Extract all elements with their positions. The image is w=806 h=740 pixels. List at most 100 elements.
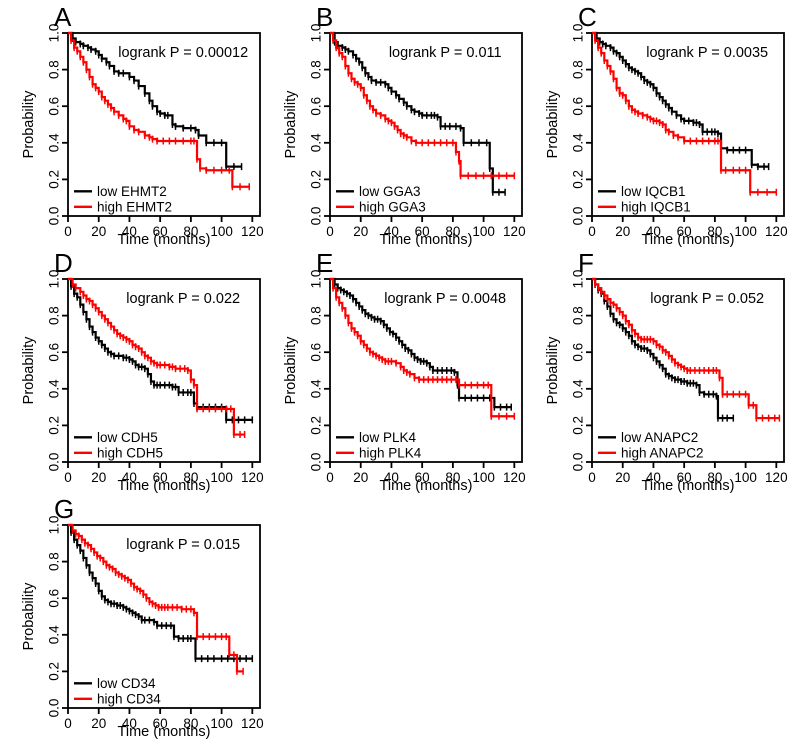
y-axis-title: Probability bbox=[21, 90, 37, 158]
x-tick-label: 80 bbox=[445, 224, 460, 239]
survival-panel: F 0.0 0.2 0.4 0.6 0.8 1.0 0 20 40 60 80 100 120 Probab… bbox=[540, 247, 802, 493]
censor-ticks bbox=[332, 36, 516, 180]
x-tick-label: 40 bbox=[384, 470, 399, 485]
x-tick-label: 0 bbox=[64, 470, 72, 485]
plot-box bbox=[329, 278, 523, 463]
x-tick-label: 80 bbox=[445, 470, 460, 485]
y-tick-label: 0.2 bbox=[309, 170, 324, 189]
y-axis-title: Probability bbox=[545, 90, 561, 158]
y-tick-label: 1.0 bbox=[571, 270, 586, 289]
logrank-p-annotation: logrank P = 0.015 bbox=[126, 537, 240, 553]
x-tick-label: 20 bbox=[91, 470, 106, 485]
y-tick-label: 0.6 bbox=[47, 343, 62, 362]
x-tick-label: 20 bbox=[91, 224, 106, 239]
logrank-p-annotation: logrank P = 0.0048 bbox=[384, 291, 506, 307]
y-axis-title: Probability bbox=[21, 336, 37, 404]
x-tick-label: 120 bbox=[765, 224, 788, 239]
plot-box bbox=[591, 32, 785, 217]
y-tick-label: 0.8 bbox=[47, 60, 62, 79]
legend-label: high PLK4 bbox=[359, 445, 422, 460]
x-tick-label: 60 bbox=[415, 470, 430, 485]
x-tick-label: 120 bbox=[241, 470, 264, 485]
x-axis-title: Time (months) bbox=[118, 232, 211, 247]
censor-ticks bbox=[595, 34, 770, 171]
y-axis-title: Probability bbox=[545, 336, 561, 404]
survival-panel: D 0.0 0.2 0.4 0.6 0.8 1.0 0 20 40 60 80 100 120 Probab… bbox=[16, 247, 278, 493]
legend-label: low EHMT2 bbox=[97, 184, 167, 199]
y-tick-label: 0.0 bbox=[571, 207, 586, 226]
x-tick-label: 40 bbox=[122, 716, 137, 731]
y-tick-label: 0.4 bbox=[571, 379, 586, 398]
y-tick-label: 0.2 bbox=[571, 416, 586, 435]
censor-ticks bbox=[333, 38, 506, 196]
survival-panel: G 0.0 0.2 0.4 0.6 0.8 1.0 0 20 40 60 80 100 120 Probab… bbox=[16, 493, 278, 739]
x-tick-label: 120 bbox=[241, 716, 264, 731]
y-tick-label: 0.6 bbox=[309, 343, 324, 362]
survival-panel: E 0.0 0.2 0.4 0.6 0.8 1.0 0 20 40 60 80 100 120 Probab… bbox=[278, 247, 540, 493]
x-tick-label: 60 bbox=[153, 470, 168, 485]
survival-panel: C 0.0 0.2 0.4 0.6 0.8 1.0 0 20 40 60 80 100 120 Probab… bbox=[540, 1, 802, 247]
x-tick-label: 80 bbox=[183, 224, 198, 239]
censor-ticks bbox=[71, 526, 244, 675]
x-tick-label: 40 bbox=[122, 224, 137, 239]
y-tick-label: 0.4 bbox=[47, 133, 62, 152]
plot-box bbox=[67, 524, 261, 709]
x-tick-label: 20 bbox=[353, 224, 368, 239]
y-tick-label: 1.0 bbox=[47, 24, 62, 43]
y-tick-label: 0.6 bbox=[47, 97, 62, 116]
panel-label: A bbox=[54, 2, 72, 32]
legend-label: high IQCB1 bbox=[621, 199, 691, 214]
x-tick-label: 60 bbox=[415, 224, 430, 239]
plot-box bbox=[591, 278, 785, 463]
x-tick-label: 100 bbox=[210, 470, 233, 485]
x-tick-label: 100 bbox=[472, 224, 495, 239]
legend-label: high EHMT2 bbox=[97, 199, 172, 214]
survival-plot-svg: E 0.0 0.2 0.4 0.6 0.8 1.0 0 20 40 60 80 100 120 Probab… bbox=[283, 248, 526, 493]
x-tick-label: 80 bbox=[183, 470, 198, 485]
y-tick-label: 1.0 bbox=[309, 24, 324, 43]
y-tick-label: 0.2 bbox=[47, 416, 62, 435]
censor-ticks bbox=[332, 284, 516, 420]
y-tick-label: 0.6 bbox=[309, 97, 324, 116]
x-tick-label: 100 bbox=[210, 716, 233, 731]
x-tick-label: 80 bbox=[183, 716, 198, 731]
y-tick-label: 0.8 bbox=[571, 306, 586, 325]
x-tick-label: 40 bbox=[122, 470, 137, 485]
logrank-p-annotation: logrank P = 0.022 bbox=[126, 291, 240, 307]
plot-box bbox=[329, 32, 523, 217]
y-tick-label: 0.2 bbox=[571, 170, 586, 189]
x-tick-label: 0 bbox=[326, 224, 334, 239]
y-tick-label: 1.0 bbox=[47, 516, 62, 535]
x-tick-label: 20 bbox=[615, 470, 630, 485]
legend-label: low CDH5 bbox=[97, 430, 158, 445]
survival-plot-svg: F 0.0 0.2 0.4 0.6 0.8 1.0 0 20 40 60 80 100 120 Probab… bbox=[545, 248, 788, 493]
x-tick-label: 40 bbox=[384, 224, 399, 239]
y-axis-title: Probability bbox=[21, 582, 37, 650]
y-tick-label: 0.4 bbox=[571, 133, 586, 152]
y-tick-label: 0.2 bbox=[47, 662, 62, 681]
y-tick-label: 0.0 bbox=[47, 207, 62, 226]
survival-panel: A 0.0 0.2 0.4 0.6 0.8 1.0 0 20 40 60 80 100 120 Probab… bbox=[16, 1, 278, 247]
y-tick-label: 0.4 bbox=[47, 625, 62, 644]
y-tick-label: 0.0 bbox=[309, 207, 324, 226]
y-tick-label: 0.8 bbox=[309, 60, 324, 79]
x-tick-label: 80 bbox=[707, 224, 722, 239]
legend-label: low CD34 bbox=[97, 676, 156, 691]
x-tick-label: 60 bbox=[153, 224, 168, 239]
x-axis-title: Time (months) bbox=[118, 478, 211, 493]
y-tick-label: 1.0 bbox=[571, 24, 586, 43]
survival-plot-svg: C 0.0 0.2 0.4 0.6 0.8 1.0 0 20 40 60 80 100 120 Probab… bbox=[545, 2, 788, 247]
x-tick-label: 120 bbox=[241, 224, 264, 239]
x-tick-label: 60 bbox=[677, 224, 692, 239]
survival-plot-svg: B 0.0 0.2 0.4 0.6 0.8 1.0 0 20 40 60 80 100 120 Probab… bbox=[283, 2, 526, 247]
y-tick-label: 0.4 bbox=[47, 379, 62, 398]
legend-label: low ANAPC2 bbox=[621, 430, 698, 445]
logrank-p-annotation: logrank P = 0.052 bbox=[650, 291, 764, 307]
x-tick-label: 120 bbox=[503, 470, 526, 485]
legend-label: high CD34 bbox=[97, 691, 161, 706]
legend-label: low GGA3 bbox=[359, 184, 421, 199]
y-tick-label: 0.6 bbox=[571, 343, 586, 362]
plot-box bbox=[67, 278, 261, 463]
panel-label: B bbox=[316, 2, 333, 32]
plot-box bbox=[67, 32, 261, 217]
